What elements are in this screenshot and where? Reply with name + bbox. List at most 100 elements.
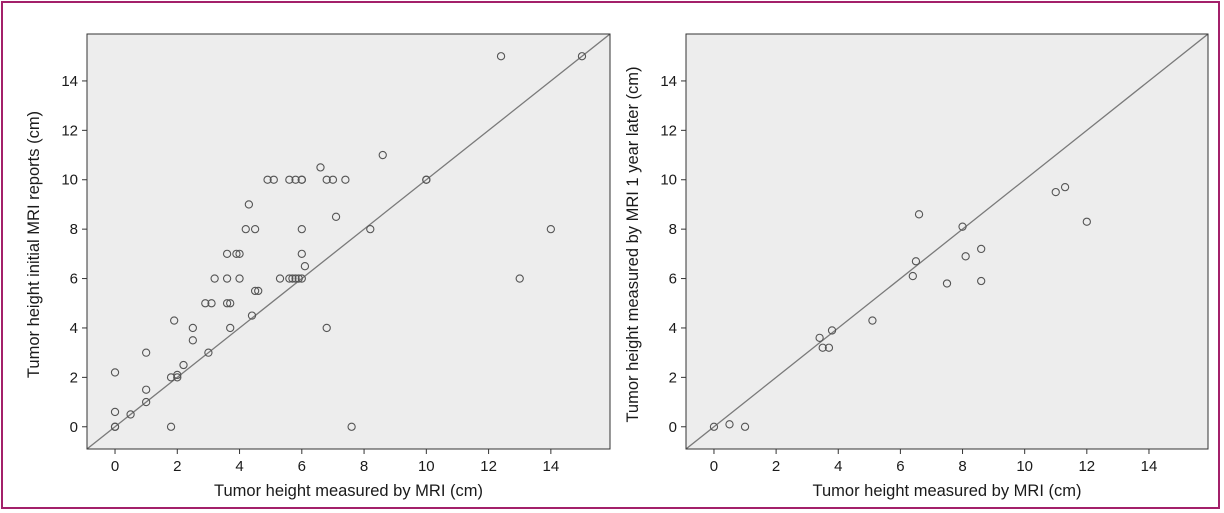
data-point [173, 373, 182, 382]
data-point [263, 175, 272, 184]
x-tick-label: 12 [480, 458, 497, 475]
data-point [1060, 183, 1070, 192]
data-point [496, 52, 506, 61]
x-axis-label: Tumor height measured by MRI (cm) [813, 482, 1082, 500]
data-point [914, 210, 924, 219]
data-point [232, 249, 241, 259]
data-point [210, 274, 219, 283]
data-point [126, 410, 135, 419]
x-tick-label: 4 [834, 458, 842, 475]
data-point [226, 299, 235, 308]
data-point [250, 286, 260, 296]
x-tick-label: 12 [1078, 458, 1095, 475]
data-point [322, 175, 331, 184]
x-tick-label: 0 [111, 458, 119, 475]
data-point [740, 422, 750, 431]
data-point [241, 224, 250, 234]
data-point [942, 279, 952, 288]
data-point [977, 244, 986, 254]
y-tick-label: 12 [61, 122, 78, 139]
y-tick-label: 0 [70, 419, 78, 436]
data-point [297, 274, 306, 283]
data-point [285, 274, 294, 283]
x-tick-label: 4 [235, 458, 243, 475]
data-point [207, 299, 216, 308]
y-tick-label: 6 [70, 271, 78, 288]
data-point [179, 360, 188, 370]
reference-line [686, 34, 1208, 449]
y-tick-label: 6 [669, 271, 677, 288]
data-point [188, 336, 197, 345]
data-point [204, 348, 213, 357]
data-point [254, 286, 263, 296]
data-point [709, 422, 719, 431]
data-point [173, 370, 182, 380]
chart-panel-1: 0 2 4 6 8 10 12 14 0 2 4 6 8 10 12 14 Tumor height measu… [25, 33, 611, 500]
data-point [322, 323, 331, 333]
x-tick-label: 0 [710, 458, 718, 475]
data-point [297, 175, 306, 184]
data-point [961, 252, 970, 261]
data-point [577, 52, 587, 61]
x-tick-label: 2 [173, 458, 181, 475]
data-point [316, 163, 325, 172]
y-tick-label: 10 [61, 172, 78, 189]
data-point [815, 333, 824, 342]
data-point [170, 316, 179, 325]
data-point [250, 224, 260, 234]
x-tick-label: 6 [298, 458, 306, 475]
y-tick-label: 8 [70, 221, 78, 238]
data-point [331, 212, 341, 221]
data-point [1082, 217, 1091, 226]
y-tick-label: 4 [669, 320, 677, 337]
data-point [725, 420, 734, 429]
plot-frame [685, 33, 1209, 450]
y-tick-label: 14 [660, 73, 677, 90]
data-point [958, 222, 967, 231]
data-point [977, 276, 986, 286]
data-point [911, 257, 921, 266]
data-point [366, 224, 375, 234]
y-tick-label: 2 [669, 369, 677, 386]
x-tick-label: 10 [1016, 458, 1033, 475]
y-tick-label: 4 [70, 320, 78, 337]
data-point [222, 274, 232, 283]
data-point [141, 348, 151, 357]
data-point [222, 249, 232, 259]
data-point [222, 299, 232, 308]
data-point [328, 175, 338, 184]
data-point [868, 316, 877, 325]
data-point [515, 274, 524, 283]
data-point [244, 200, 254, 209]
chart-panel-2: 0 2 4 6 8 10 12 14 0 2 4 6 8 10 12 14 Tumor height measu… [624, 33, 1209, 500]
data-point [297, 249, 306, 259]
data-point [1051, 187, 1060, 197]
data-point [300, 262, 310, 271]
data-point [285, 175, 294, 184]
data-point [546, 224, 556, 234]
data-point [291, 274, 300, 283]
data-point [235, 249, 244, 259]
x-tick-label: 6 [896, 458, 904, 475]
y-tick-label: 14 [61, 73, 78, 90]
data-point [110, 368, 120, 377]
data-point [269, 175, 278, 184]
data-point [141, 385, 151, 394]
y-tick-label: 8 [669, 221, 677, 238]
y-tick-label: 10 [660, 172, 677, 189]
data-point [110, 407, 120, 417]
data-point [247, 311, 257, 320]
data-point [188, 323, 197, 333]
y-axis-label: Tumor height initial MRI reports (cm) [25, 111, 43, 378]
x-tick-label: 14 [1141, 458, 1158, 475]
data-point [297, 224, 306, 234]
data-point [824, 343, 834, 352]
data-point [422, 175, 431, 184]
x-tick-label: 10 [418, 458, 435, 475]
data-point [378, 150, 387, 160]
y-tick-label: 0 [669, 419, 677, 436]
y-tick-label: 12 [660, 122, 677, 139]
data-point [291, 175, 300, 184]
y-tick-label: 2 [70, 369, 78, 386]
